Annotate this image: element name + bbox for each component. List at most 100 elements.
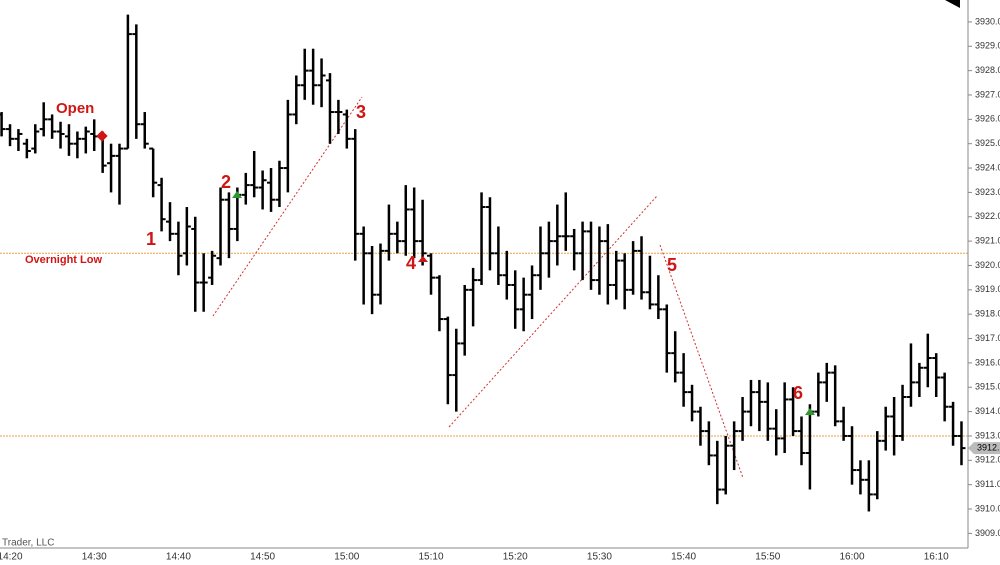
ohlc-bar <box>662 304 671 373</box>
ohlc-bar <box>528 265 537 320</box>
ohlc-bar <box>258 170 267 210</box>
ohlc-bar <box>123 14 132 150</box>
ohlc-bar <box>789 387 798 436</box>
ohlc-bar <box>721 435 730 495</box>
y-tick-label: 3927.00 <box>975 89 1000 99</box>
x-tick-label: 14:20 <box>0 552 23 563</box>
ohlc-bar <box>191 216 200 312</box>
ohlc-bar <box>149 147 158 198</box>
y-tick-label: 3913.00 <box>975 430 1000 440</box>
ohlc-bar <box>469 267 478 327</box>
annotation: 1 <box>146 229 156 249</box>
ohlc-bar <box>570 228 579 271</box>
ohlc-bar <box>612 250 621 300</box>
y-tick-label: 3922.00 <box>975 211 1000 221</box>
y-tick-label: 3923.00 <box>975 187 1000 197</box>
ohlc-bar <box>730 421 739 471</box>
x-tick-label: 15:40 <box>671 552 696 563</box>
ohlc-bar <box>839 406 848 441</box>
ohlc-bar <box>949 401 958 446</box>
ohlc-bar <box>216 187 225 266</box>
ohlc-bar <box>359 226 368 305</box>
y-tick-label: 3918.00 <box>975 309 1000 319</box>
buy-marker <box>805 408 815 415</box>
ohlc-bar <box>544 221 553 278</box>
annotation: Open <box>56 100 94 117</box>
ohlc-bar <box>31 124 40 154</box>
annotation: 3 <box>356 102 366 122</box>
ohlc-bar <box>73 131 82 159</box>
level-label: Overnight Low <box>25 254 102 266</box>
ohlc-bar <box>132 24 141 139</box>
ohlc-bar <box>906 343 915 407</box>
x-tick-label: 16:10 <box>924 552 949 563</box>
ohlc-bar <box>283 99 292 193</box>
ohlc-bar <box>940 372 949 422</box>
ohlc-bar <box>603 224 612 305</box>
ohlc-bar <box>241 172 250 205</box>
ohlc-bar <box>22 138 31 159</box>
x-tick-label: 14:30 <box>82 552 107 563</box>
y-tick-label: 3911.00 <box>975 479 1000 489</box>
scroll-icon <box>945 0 960 8</box>
y-tick-label: 3912.00 <box>975 455 1000 465</box>
ohlc-bar <box>780 382 789 454</box>
ohlc-bar <box>477 192 486 285</box>
ohlc-bar <box>376 243 385 305</box>
ohlc-bar <box>923 333 932 388</box>
ohlc-bar <box>772 409 781 456</box>
ohlc-bar <box>452 328 461 412</box>
ohlc-bar <box>620 253 629 310</box>
ohlc-bar <box>679 353 688 407</box>
ohlc-bar <box>502 250 511 300</box>
ohlc-bar <box>39 102 48 137</box>
ohlc-bar <box>957 421 966 466</box>
ohlc-bar <box>342 109 351 149</box>
x-tick-label: 15:20 <box>503 552 528 563</box>
ohlc-bar <box>864 460 873 512</box>
ohlc-bar <box>410 187 419 259</box>
y-tick-label: 3920.00 <box>975 260 1000 270</box>
ohlc-bar <box>0 112 6 137</box>
x-tick-label: 15:10 <box>419 552 444 563</box>
ohlc-bar <box>157 177 166 232</box>
ohlc-bar <box>898 384 907 441</box>
ohlc-bar <box>578 221 587 281</box>
trend-line <box>659 244 744 479</box>
x-tick-label: 15:30 <box>587 552 612 563</box>
sell-marker <box>418 256 428 262</box>
ohlc-bar <box>401 185 410 256</box>
ohlc-bar <box>460 284 469 356</box>
ohlc-bar <box>856 460 865 495</box>
ohlc-bar <box>688 384 697 422</box>
ohlc-bar <box>6 124 15 147</box>
y-tick-label: 3929.00 <box>975 41 1000 51</box>
ohlc-bar <box>56 121 65 149</box>
ohlc-bar <box>443 316 452 405</box>
ohlc-bar <box>915 362 924 397</box>
ohlc-bar <box>14 129 23 152</box>
y-tick-label: 3930.00 <box>975 16 1000 26</box>
y-tick-label: 3928.00 <box>975 65 1000 75</box>
ohlc-bar <box>881 406 890 451</box>
ohlc-bar <box>166 202 174 242</box>
y-tick-label: 3917.00 <box>975 333 1000 343</box>
price-axis <box>968 0 1000 565</box>
y-tick-label: 3915.00 <box>975 382 1000 392</box>
bars <box>0 14 966 512</box>
ohlc-bar <box>561 192 570 251</box>
ohlc-bar <box>250 151 259 198</box>
ohlc-bar <box>64 124 73 156</box>
ohlc-bar <box>713 440 722 505</box>
ohlc-bar <box>115 143 124 205</box>
last-price-tag <box>968 442 1000 455</box>
ohlc-bar <box>822 362 831 402</box>
watermark: Trader, LLC <box>2 538 54 549</box>
axes: 3909.00 3910.00 3911.00 3912.00 3913.00 3914.… <box>0 16 1000 563</box>
ohlc-bar <box>435 275 444 332</box>
ohlc-bar <box>368 245 377 315</box>
ohlc-bar <box>351 129 360 261</box>
ohlc-bar <box>81 126 90 154</box>
ohlc-bar <box>595 226 604 295</box>
